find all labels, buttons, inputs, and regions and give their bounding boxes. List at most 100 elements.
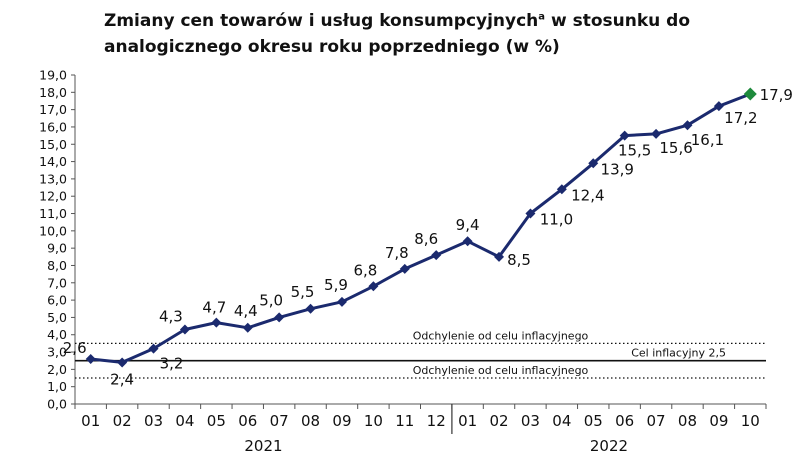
- data-point: [588, 158, 599, 169]
- y-tick-label: 0,0: [47, 397, 67, 412]
- x-tick-label: 09: [709, 412, 728, 430]
- data-point: [713, 101, 724, 112]
- data-label: 16,1: [691, 131, 724, 149]
- y-tick-label: 6,0: [47, 293, 67, 308]
- data-label: 2,6: [63, 339, 87, 357]
- x-tick-label: 07: [270, 412, 289, 430]
- y-tick-label: 4,0: [47, 327, 67, 342]
- data-label: 15,6: [659, 139, 692, 157]
- data-point: [619, 130, 630, 141]
- x-tick-label: 08: [301, 412, 320, 430]
- data-point: [682, 120, 693, 131]
- chart-title: Zmiany cen towarów i usług konsumpcyjnyc…: [104, 8, 794, 60]
- data-labels: 2,6 2,4 3,2 4,3 4,7 4,45,0 5,5 5,9 6,8 7,8 8,6 9,4 8…: [63, 86, 793, 388]
- data-label: 6,8: [353, 261, 377, 279]
- data-point: [117, 357, 128, 368]
- x-tick-label: 11: [395, 412, 414, 430]
- chart-title-rest: w stosunku do analogicznego okresu roku …: [104, 11, 691, 57]
- data-label: 5,0: [259, 291, 283, 309]
- chart-title-main: Zmiany cen towarów i usług konsumpcyjnyc…: [104, 11, 539, 31]
- y-tick-label: 5,0: [47, 310, 67, 325]
- data-label: 2,4: [110, 370, 134, 388]
- data-label: 17,2: [724, 109, 757, 127]
- x-axis: 01 02 03 04 05 06 07 08 09 10 11 12 01 02 03 04 05 06 07 08…: [74, 403, 767, 455]
- reference-line-label: Cel inflacyjny 2,5: [631, 347, 726, 360]
- data-point: [743, 87, 757, 101]
- data-point: [242, 322, 253, 333]
- y-tick-label: 7,0: [47, 275, 67, 290]
- data-label: 8,6: [414, 230, 438, 248]
- data-series: [85, 87, 757, 368]
- y-tick-label: 3,0: [47, 345, 67, 360]
- x-tick-label: 05: [584, 412, 603, 430]
- x-tick-label: 04: [552, 412, 571, 430]
- y-tick-label: 12,0: [39, 189, 67, 204]
- data-point: [179, 324, 190, 335]
- y-tick-label: 2,0: [47, 362, 67, 377]
- reference-lines: Odchylenie od celu inflacyjnego Cel infla…: [75, 329, 766, 379]
- data-label: 13,9: [601, 160, 634, 178]
- y-tick-label: 10,0: [39, 223, 67, 238]
- data-label: 7,8: [385, 244, 409, 262]
- x-tick-label: 05: [207, 412, 226, 430]
- data-point: [305, 303, 316, 314]
- x-tick-label: 06: [615, 412, 634, 430]
- y-tick-label: 15,0: [39, 137, 67, 152]
- data-label: 17,9: [760, 86, 793, 104]
- series-line: [90, 92, 751, 364]
- data-point: [399, 263, 410, 274]
- data-point: [336, 296, 347, 307]
- data-label: 11,0: [540, 211, 573, 229]
- data-point: [85, 353, 96, 364]
- data-label: 12,4: [571, 186, 604, 204]
- x-tick-label: 02: [113, 412, 132, 430]
- x-tick-label: 04: [175, 412, 194, 430]
- data-label: 5,9: [324, 276, 348, 294]
- data-label: 4,7: [202, 299, 226, 317]
- data-point: [211, 317, 222, 328]
- x-tick-label: 03: [521, 412, 540, 430]
- data-point: [651, 128, 662, 139]
- y-axis: 0,0 1,0 2,0 3,0 4,0 5,0 6,0 7,0 8,0 9,0 10,0 11,0 12…: [39, 68, 76, 412]
- y-tick-label: 13,0: [39, 171, 67, 186]
- y-tick-label: 16,0: [39, 119, 67, 134]
- y-tick-label: 14,0: [39, 154, 67, 169]
- data-label: 4,4: [234, 302, 258, 320]
- x-tick-label: 03: [144, 412, 163, 430]
- data-point: [462, 236, 473, 247]
- data-label: 8,5: [507, 251, 531, 269]
- x-tick-label: 09: [332, 412, 351, 430]
- x-tick-label: 01: [81, 412, 100, 430]
- y-tick-label: 19,0: [39, 68, 67, 83]
- x-tick-label: 07: [647, 412, 666, 430]
- x-tick-label: 10: [364, 412, 383, 430]
- year-label: 2022: [590, 437, 628, 455]
- data-label: 15,5: [618, 142, 651, 160]
- data-label: 5,5: [291, 283, 315, 301]
- y-tick-label: 17,0: [39, 102, 67, 117]
- x-tick-label: 12: [427, 412, 446, 430]
- x-tick-label: 10: [741, 412, 760, 430]
- reference-line-label: Odchylenie od celu inflacyjnego: [413, 329, 589, 342]
- y-tick-label: 11,0: [39, 206, 67, 221]
- reference-line-label: Odchylenie od celu inflacyjnego: [413, 364, 589, 377]
- data-label: 4,3: [159, 308, 183, 326]
- x-tick-label: 06: [238, 412, 257, 430]
- data-point: [148, 343, 159, 354]
- data-point: [494, 251, 505, 262]
- data-label: 9,4: [456, 216, 480, 234]
- x-tick-label: 08: [678, 412, 697, 430]
- y-tick-label: 9,0: [47, 241, 67, 256]
- data-point: [431, 250, 442, 261]
- y-tick-label: 8,0: [47, 258, 67, 273]
- chart-title-superscript: a: [538, 11, 546, 23]
- x-tick-label: 02: [489, 412, 508, 430]
- x-tick-label: 01: [458, 412, 477, 430]
- data-label: 3,2: [160, 355, 184, 373]
- data-point: [274, 312, 285, 323]
- y-tick-label: 1,0: [47, 379, 67, 394]
- y-tick-label: 18,0: [39, 85, 67, 100]
- year-label: 2021: [244, 437, 282, 455]
- data-point: [556, 184, 567, 195]
